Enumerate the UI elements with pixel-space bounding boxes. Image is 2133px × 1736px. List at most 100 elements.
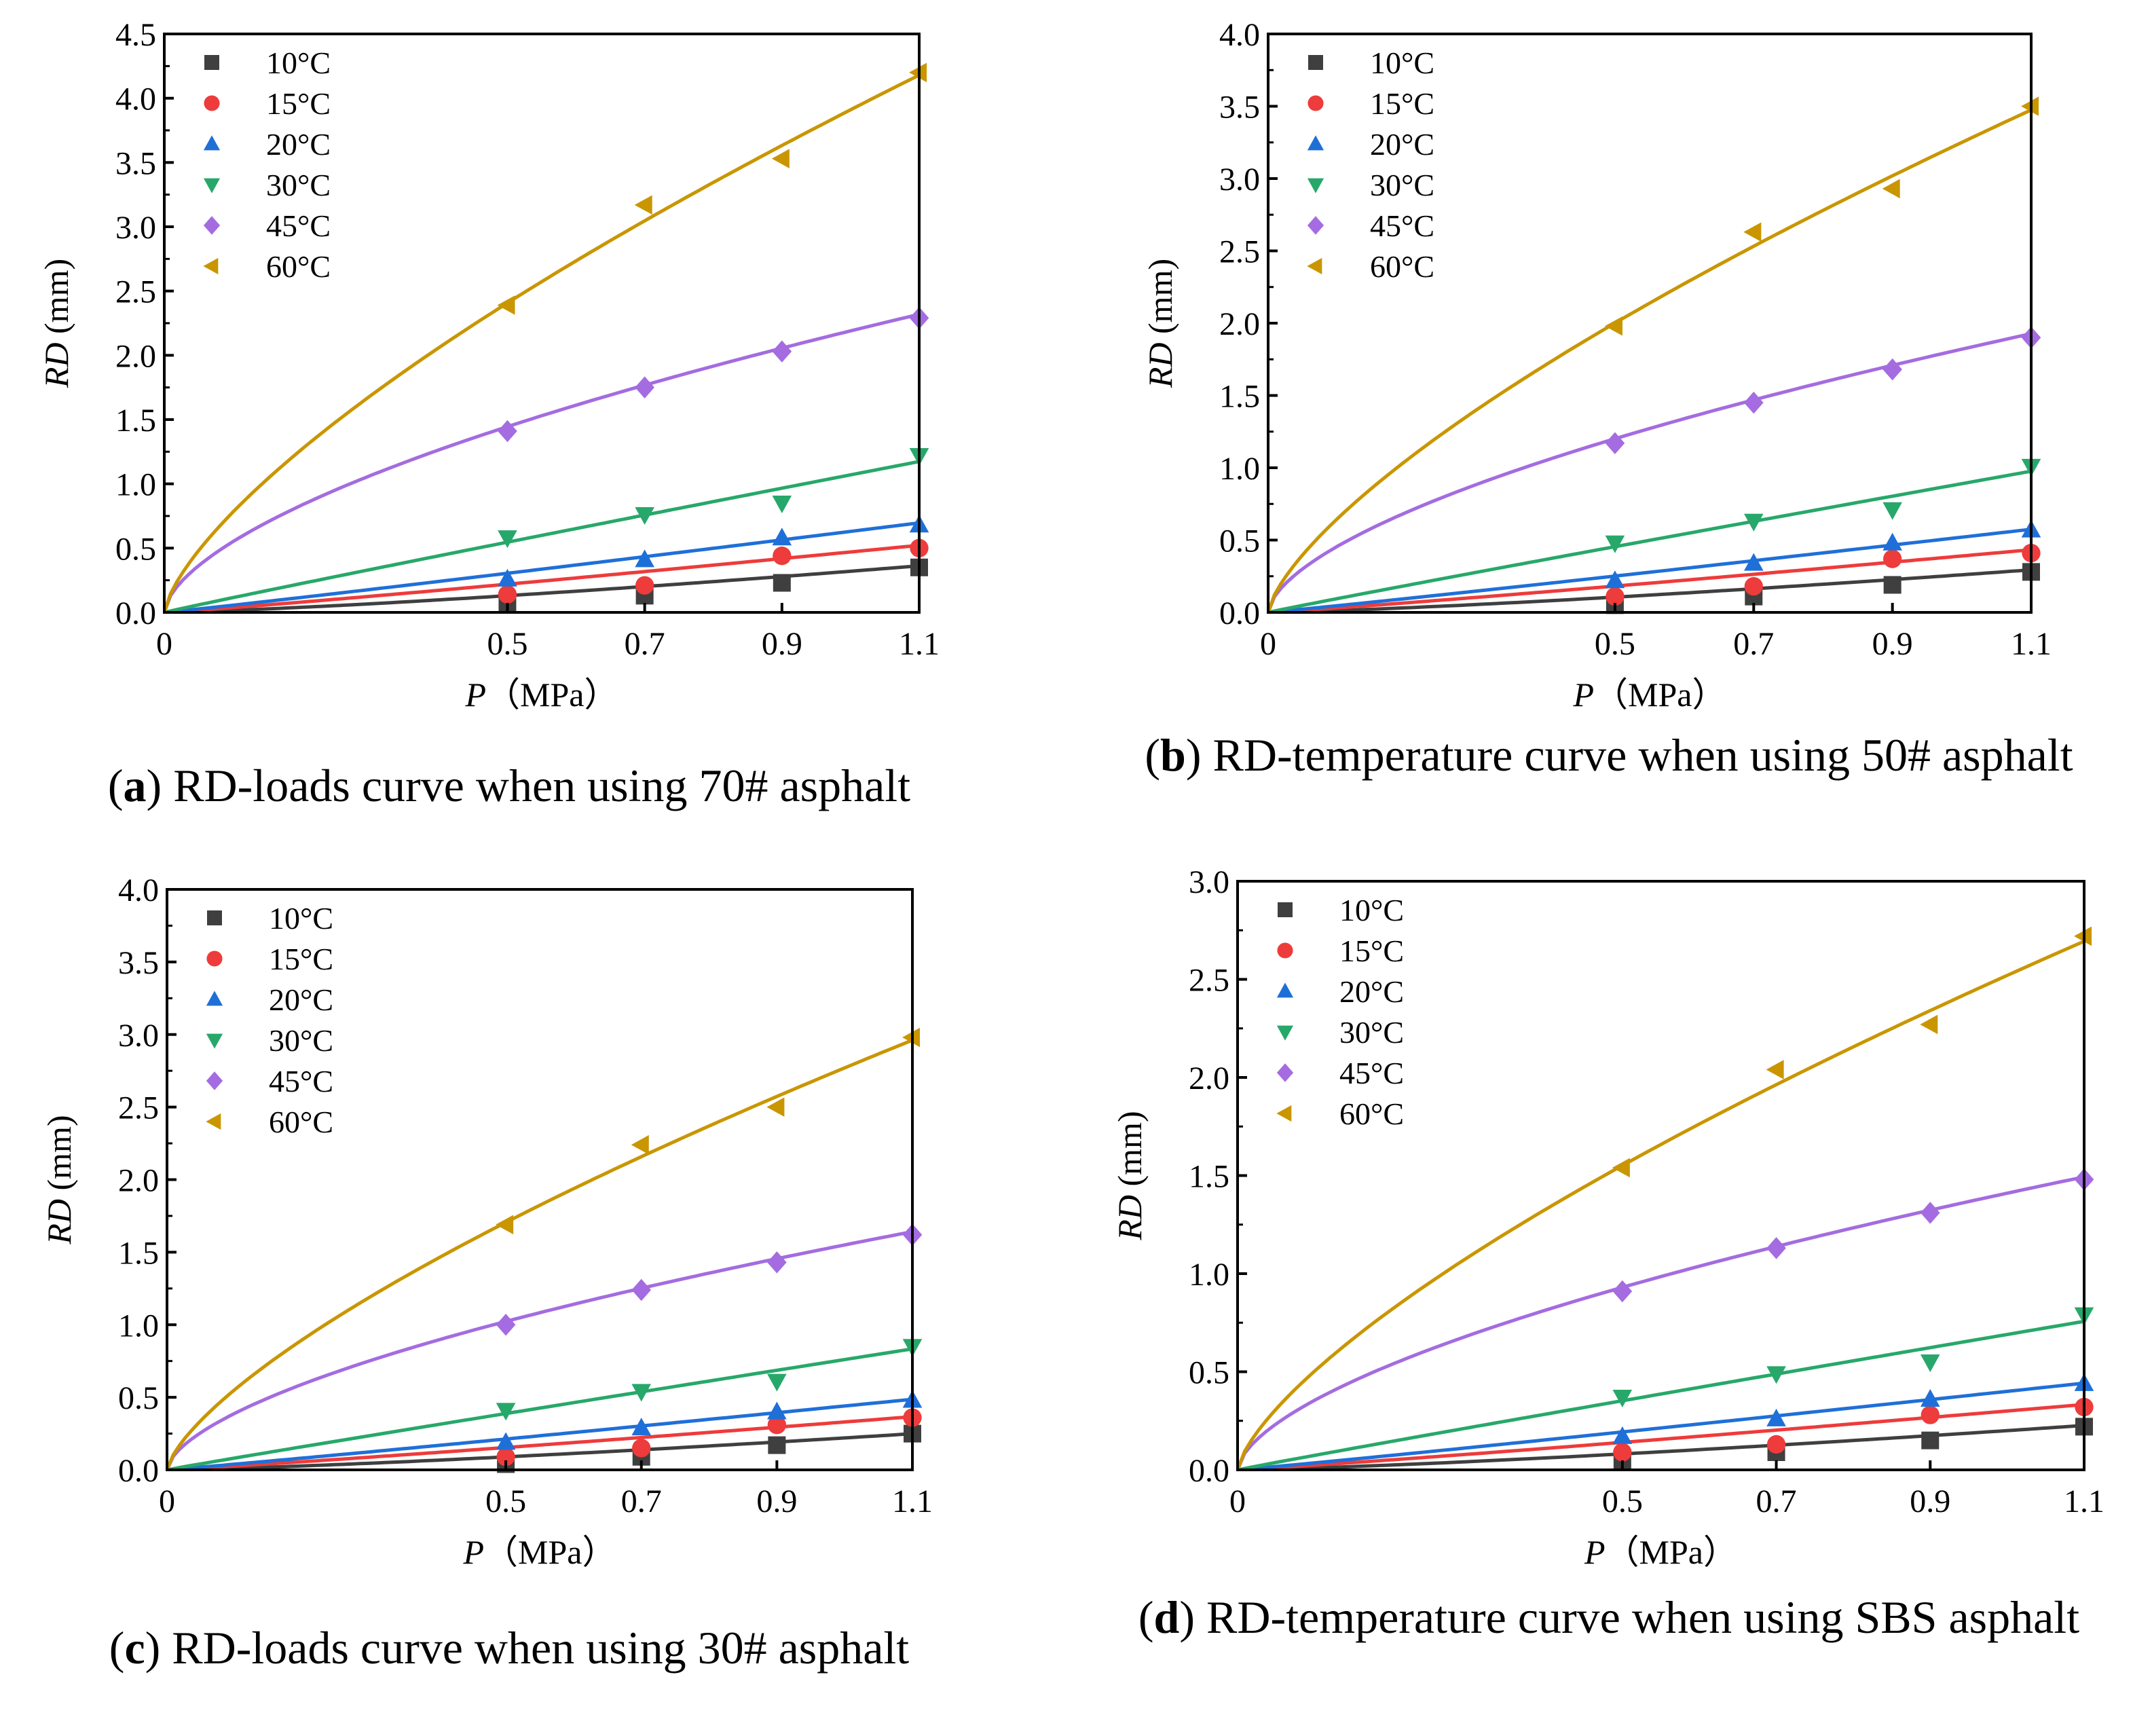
point-45c-p0_5	[1605, 432, 1625, 455]
legend-label-45c: 45°C	[266, 208, 331, 243]
x-axis-label: P（MPa）	[462, 1533, 616, 1571]
point-30c-p0_7	[1766, 1366, 1786, 1384]
point-15c-p0_9	[1882, 549, 1902, 568]
caption-a: (a) RD-loads curve when using 70# asphal…	[107, 760, 911, 811]
point-45c-p0_9	[1882, 358, 1902, 381]
y-tick-label: 3.0	[1219, 162, 1260, 198]
point-30c-p0_9	[772, 496, 792, 514]
y-axis-label: RD (mm)	[37, 259, 75, 388]
point-30c-p0_5	[1605, 535, 1625, 553]
point-15c-p0_7	[1744, 577, 1763, 596]
point-45c-p0_7	[1743, 391, 1764, 414]
fit-curve-45c	[1238, 1175, 2084, 1470]
y-tick-label: 0.0	[1219, 595, 1260, 631]
point-60c-p0_9	[1882, 179, 1900, 199]
legend-label-60c: 60°C	[266, 249, 331, 284]
fit-curve-30c	[167, 1347, 912, 1470]
fit-curve-45c	[164, 312, 919, 612]
fit-curve-30c	[164, 460, 919, 612]
point-10c-p0_9	[1921, 1431, 1940, 1449]
point-45c-p0_9	[767, 1251, 787, 1274]
x-tick-label: 0.7	[1756, 1483, 1797, 1519]
y-tick-label: 2.5	[1189, 963, 1229, 999]
x-tick-label: 0.7	[621, 1483, 662, 1519]
legend-label-10c: 10°C	[1370, 45, 1434, 80]
y-tick-label: 0.5	[1219, 523, 1260, 559]
caption-c: (c) RD-loads curve when using 30# asphal…	[109, 1622, 910, 1674]
point-30c-p0_5	[496, 1403, 516, 1421]
legend-label-15c: 15°C	[266, 86, 331, 121]
y-tick-label: 0.5	[1189, 1355, 1229, 1391]
point-30c-p0_9	[1882, 502, 1902, 520]
point-15c-p0_7	[1766, 1435, 1786, 1454]
fit-curve-60c	[1268, 108, 2031, 612]
point-30c-p0_7	[631, 1384, 652, 1402]
legend-label-30c: 30°C	[266, 168, 331, 202]
legend-marker-20c	[1276, 982, 1294, 998]
legend-marker-60c	[203, 257, 219, 275]
fit-curve-20c	[1238, 1381, 2084, 1470]
legend-label-45c: 45°C	[1370, 208, 1434, 243]
legend-label-10c: 10°C	[269, 901, 333, 936]
x-axis-label: P（MPa）	[1572, 676, 1726, 714]
x-tick-label: 1.1	[2011, 626, 2052, 662]
legend-marker-45c	[206, 1071, 223, 1090]
x-tick-label: 1.1	[892, 1483, 933, 1519]
y-tick-label: 0.0	[115, 595, 156, 631]
point-20c-p0_5	[1612, 1426, 1633, 1444]
fit-curves	[1268, 108, 2031, 612]
chart-panel-a: 0.0 0.5 1.0 1.5 2.0 2.5 3.0 3.5 4.0 4.5 0 0.5 0.7 0.9…	[37, 17, 940, 714]
point-45c-p0_5	[1612, 1280, 1633, 1303]
fit-curve-15c	[167, 1415, 912, 1470]
point-15c-p0_5	[498, 585, 517, 604]
legend-marker-10c	[204, 55, 219, 70]
legend-label-10c: 10°C	[1339, 893, 1404, 927]
legend-marker-30c	[1307, 178, 1324, 193]
y-tick-label: 3.5	[1219, 90, 1260, 126]
point-15c-p0_7	[632, 1439, 651, 1458]
point-20c-p0_9	[772, 528, 792, 546]
x-tick-label: 0	[156, 626, 172, 662]
chart-panel-b: 0.0 0.5 1.0 1.5 2.0 2.5 3.0 3.5 4.0 0 0.5 0.7 0.9 1.1…	[1141, 17, 2052, 714]
x-tick-label: 0.5	[1595, 626, 1635, 662]
y-tick-label: 4.0	[1219, 17, 1260, 53]
fit-curve-10c	[1238, 1424, 2084, 1470]
point-60c-p0_7	[634, 195, 652, 215]
point-30c-p0_5	[1612, 1390, 1633, 1408]
y-tick-label: 1.0	[115, 467, 156, 503]
point-60c-p0_5	[1612, 1158, 1630, 1178]
point-10c-p0_9	[768, 1436, 786, 1454]
point-20c-p0_5	[496, 1432, 516, 1450]
point-30c-p0_9	[767, 1373, 787, 1392]
y-tick-label: 2.0	[115, 338, 156, 374]
legend-label-20c: 20°C	[266, 127, 331, 162]
point-15c-p0_5	[1613, 1443, 1632, 1462]
y-tick-label: 3.0	[1189, 864, 1229, 900]
legend-marker-60c	[1307, 257, 1322, 275]
point-20c-p0_7	[635, 549, 654, 568]
point-20c-p0_5	[1605, 570, 1625, 589]
y-tick-label: 1.0	[118, 1308, 159, 1344]
point-20c-p0_9	[1882, 532, 1902, 551]
chart-panel-c: 0.0 0.5 1.0 1.5 2.0 2.5 3.0 3.5 4.0 0 0.5 0.7 0.9 1.1…	[40, 872, 933, 1571]
x-tick-label: 0.9	[1872, 626, 1913, 662]
point-30c-p0_5	[498, 530, 517, 549]
point-45c-p0_9	[1920, 1202, 1940, 1224]
fit-curve-10c	[1268, 568, 2031, 612]
caption-d: (d) RD-temperature curve when using SBS …	[1138, 1591, 2080, 1643]
y-axis-label: RD (mm)	[40, 1115, 78, 1244]
fit-curve-20c	[167, 1397, 912, 1470]
plot-frame	[1236, 880, 2085, 1471]
chart-panel-d: 0.0 0.5 1.0 1.5 2.0 2.5 3.0 0 0.5 0.7 0.9 1.1 P（MPa）…	[1111, 864, 2104, 1571]
legend-label-45c: 45°C	[1339, 1056, 1404, 1090]
legend-marker-20c	[203, 135, 221, 151]
y-tick-label: 1.5	[118, 1235, 159, 1271]
x-tick-label: 1.1	[899, 626, 940, 662]
fit-curve-15c	[1268, 548, 2031, 612]
x-tick-label: 0	[1229, 1483, 1246, 1519]
x-tick-label: 0.5	[487, 626, 527, 662]
legend-label-15c: 15°C	[1370, 86, 1434, 121]
x-tick-label: 0.7	[625, 626, 665, 662]
legend-label-60c: 60°C	[1370, 249, 1434, 284]
